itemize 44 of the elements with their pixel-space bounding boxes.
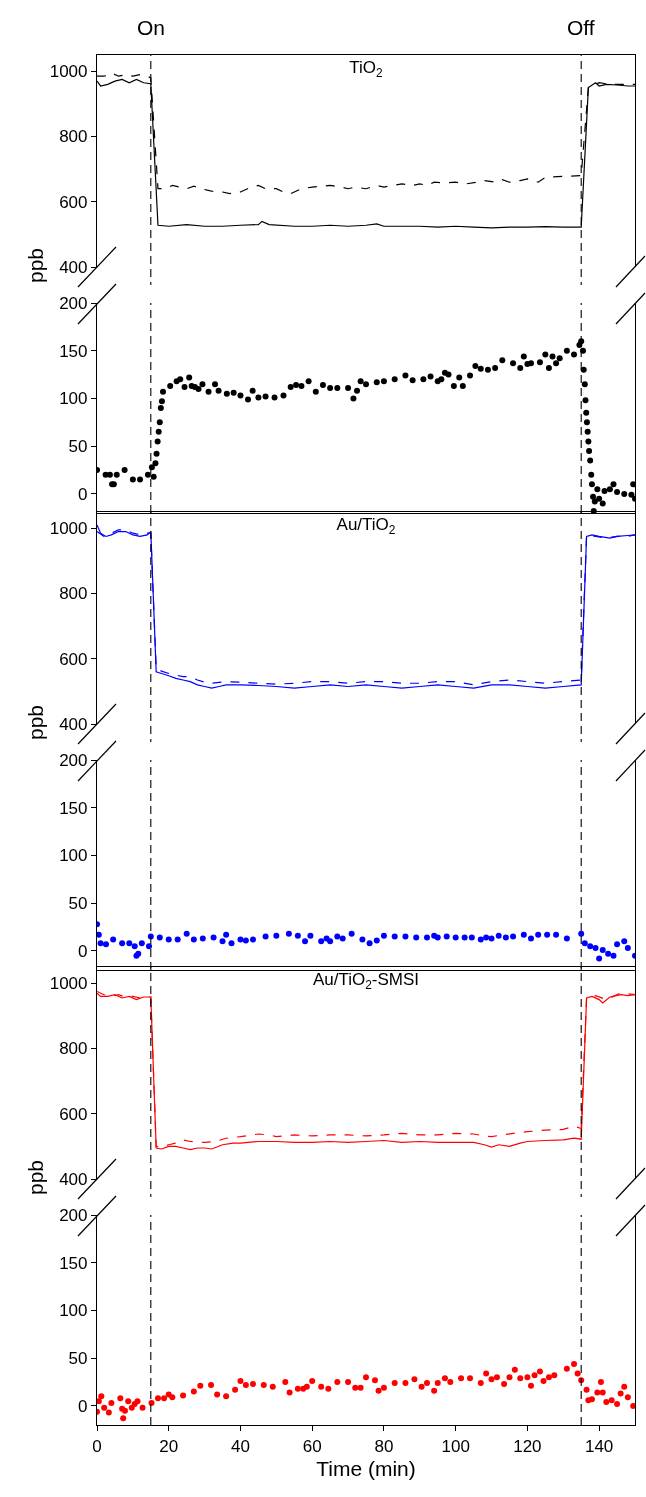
ref-line-label: On — [137, 16, 166, 39]
y-tick-label: 0 — [78, 941, 88, 961]
y-axis-title: ppb — [24, 704, 47, 740]
y-axis-title: ppb — [24, 1159, 47, 1195]
y-tick-label: 100 — [59, 1301, 88, 1321]
x-tick-label: 0 — [92, 1436, 102, 1456]
y-tick-label: 150 — [59, 798, 88, 818]
x-tick-label: 80 — [374, 1436, 394, 1456]
y-tick-label: 100 — [59, 846, 88, 866]
x-axis-title: Time (min) — [316, 1456, 416, 1480]
x-tick-label: 60 — [302, 1436, 322, 1456]
y-tick-label: 600 — [59, 649, 88, 669]
y-tick-label: 400 — [59, 1169, 88, 1189]
x-tick-label: 100 — [441, 1436, 470, 1456]
y-axis-title: ppb — [24, 247, 47, 283]
y-tick-label: 0 — [78, 1396, 88, 1416]
y-tick-label: 800 — [59, 127, 88, 147]
x-tick-label: 120 — [513, 1436, 542, 1456]
x-tick-label: 140 — [584, 1436, 614, 1456]
chart-title: Au/TiO$_{2}$-SMSI — [312, 970, 420, 992]
y-tick-label: 150 — [59, 1253, 88, 1273]
y-tick-label: 50 — [68, 894, 88, 914]
ref-line-label: Off — [567, 16, 595, 39]
y-tick-label: 100 — [59, 389, 88, 409]
y-tick-label: 50 — [68, 437, 88, 457]
y-tick-label: 50 — [68, 1349, 88, 1369]
chart-title: TiO$_{2}$ — [349, 58, 384, 80]
y-tick-label: 200 — [59, 1205, 88, 1225]
y-tick-label: 400 — [59, 714, 88, 734]
x-tick-label: 20 — [159, 1436, 179, 1456]
y-tick-label: 600 — [59, 192, 88, 212]
chart-title: Au/TiO$_{2}$ — [336, 515, 396, 537]
y-tick-label: 0 — [78, 484, 88, 504]
y-tick-label: 150 — [59, 341, 88, 361]
y-tick-label: 800 — [59, 1039, 88, 1059]
y-tick-label: 1000 — [49, 519, 88, 539]
y-tick-label: 200 — [59, 750, 88, 770]
y-tick-label: 800 — [59, 584, 88, 604]
y-tick-label: 400 — [59, 257, 88, 277]
x-tick-label: 40 — [231, 1436, 250, 1456]
y-tick-label: 1000 — [49, 974, 88, 994]
y-tick-label: 1000 — [49, 62, 88, 82]
y-tick-label: 200 — [59, 293, 88, 313]
y-tick-label: 600 — [59, 1104, 88, 1124]
